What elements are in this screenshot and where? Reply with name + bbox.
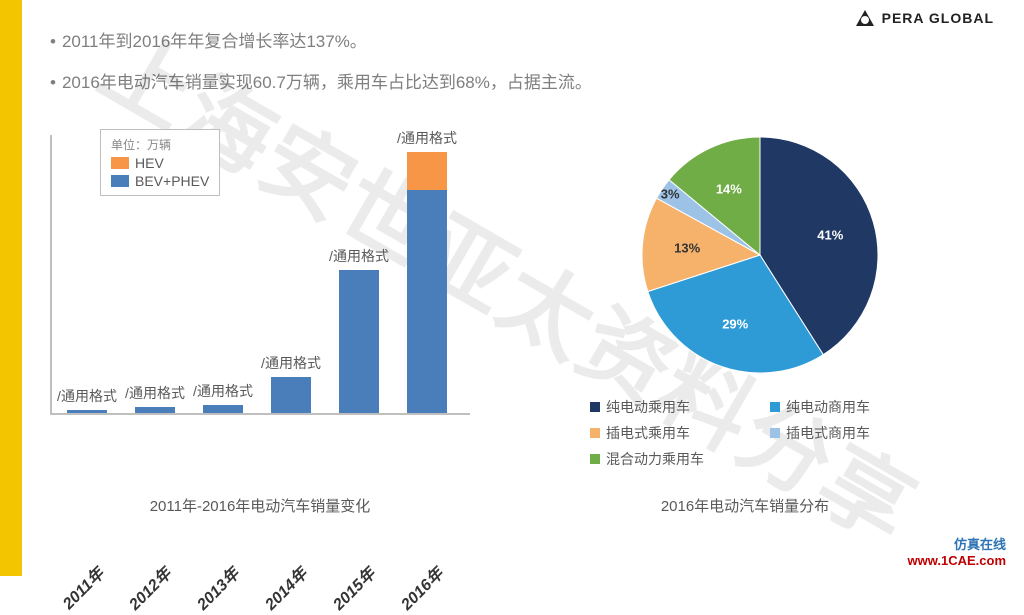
footer-line1: 仿真在线 [908, 534, 1006, 553]
pie-slice-label: 14% [716, 181, 742, 196]
pie-legend-swatch [770, 402, 780, 412]
charts-row: 单位：万辆 HEV BEV+PHEV /通用格式/通用格式/通用格式/通用格式 /… [50, 135, 990, 555]
bar-top-label: /通用格式 [329, 246, 389, 266]
pie-plot: 41% 29% 13% 3% 14% [630, 125, 890, 385]
bar-caption: 2011年-2016年电动汽车销量变化 [50, 495, 470, 516]
pie-legend: 纯电动乘用车 纯电动商用车插电式乘用车 插电式商用车混合动力乘用车 [590, 397, 950, 469]
logo-icon [856, 10, 874, 26]
bar-top-label: /通用格式 [125, 383, 185, 403]
pie-legend-label: 纯电动乘用车 [606, 397, 690, 417]
pie-legend-row: 插电式商用车 [770, 423, 950, 443]
legend-label-bev: BEV+PHEV [135, 173, 209, 189]
bar-x-label: 2013年 [191, 561, 244, 614]
bullet-item: •2011年到2016年年复合增长率达137%。 [50, 22, 592, 63]
pie-caption: 2016年电动汽车销量分布 [520, 495, 970, 516]
bar-segment [135, 407, 175, 413]
bar-x-label: 2012年 [123, 561, 176, 614]
pie-svg [630, 125, 890, 385]
bar-segment [407, 152, 447, 191]
logo-text: PERA GLOBAL [882, 10, 994, 26]
bar-top-label: /通用格式 [57, 386, 117, 406]
legend-swatch-bev [111, 175, 129, 187]
bar-segment [203, 405, 243, 413]
pie-legend-row: 混合动力乘用车 [590, 449, 770, 469]
bar-top-label: /通用格式 [193, 381, 253, 401]
left-accent-bar [0, 0, 22, 576]
pie-legend-swatch [770, 428, 780, 438]
legend-swatch-hev [111, 157, 129, 169]
bullet-item: •2016年电动汽车销量实现60.7万辆，乘用车占比达到68%，占据主流。 [50, 63, 592, 104]
pie-slice-label: 29% [722, 316, 748, 331]
pie-chart-area: 41% 29% 13% 3% 14% 纯电动乘用车 纯电动商用车插电式乘用车 插电式商用车混… [520, 135, 970, 555]
pie-legend-row: 纯电动乘用车 [590, 397, 770, 417]
bar-chart-area: 单位：万辆 HEV BEV+PHEV /通用格式/通用格式/通用格式/通用格式 /… [50, 135, 470, 555]
pie-legend-swatch [590, 402, 600, 412]
bar-legend: 单位：万辆 HEV BEV+PHEV [100, 129, 220, 196]
bar-x-label: 2015年 [327, 561, 380, 614]
pie-legend-swatch [590, 454, 600, 464]
pie-legend-label: 纯电动商用车 [786, 397, 870, 417]
bar-top-label: /通用格式 [397, 128, 457, 148]
legend-row-hev: HEV [111, 155, 209, 171]
bar-x-label: 2014年 [259, 561, 312, 614]
bar-unit: 单位：万辆 [111, 136, 209, 153]
footer-credits: 仿真在线 www.1CAE.com [908, 534, 1006, 568]
footer-line2: www.1CAE.com [908, 553, 1006, 568]
bar-x-label: 2016年 [395, 561, 448, 614]
bar-plot: 单位：万辆 HEV BEV+PHEV /通用格式/通用格式/通用格式/通用格式 /… [50, 135, 470, 415]
bullet-text: 2011年到2016年年复合增长率达137%。 [62, 32, 367, 51]
bullet-list: •2011年到2016年年复合增长率达137%。 •2016年电动汽车销量实现6… [50, 22, 592, 104]
pie-legend-label: 混合动力乘用车 [606, 449, 704, 469]
legend-row-bev: BEV+PHEV [111, 173, 209, 189]
bar-x-labels: 2011年 2012年 2013年 2014年 2015年 2016年 [50, 555, 470, 615]
pie-legend-label: 插电式商用车 [786, 423, 870, 443]
legend-label-hev: HEV [135, 155, 164, 171]
pie-slice-label: 13% [674, 241, 700, 256]
bar-segment [67, 410, 107, 413]
bar-top-label: /通用格式 [261, 353, 321, 373]
pie-slice-label: 3% [661, 186, 680, 201]
bullet-text: 2016年电动汽车销量实现60.7万辆，乘用车占比达到68%，占据主流。 [62, 73, 592, 92]
pie-legend-label: 插电式乘用车 [606, 423, 690, 443]
bar-x-label: 2011年 [55, 561, 108, 614]
brand-logo: PERA GLOBAL [856, 10, 994, 26]
bar-segment [407, 190, 447, 413]
pie-legend-swatch [590, 428, 600, 438]
bar-segment [271, 377, 311, 413]
pie-legend-row: 插电式乘用车 [590, 423, 770, 443]
pie-slice-label: 41% [817, 227, 843, 242]
bar-segment [339, 270, 379, 413]
pie-legend-row: 纯电动商用车 [770, 397, 950, 417]
